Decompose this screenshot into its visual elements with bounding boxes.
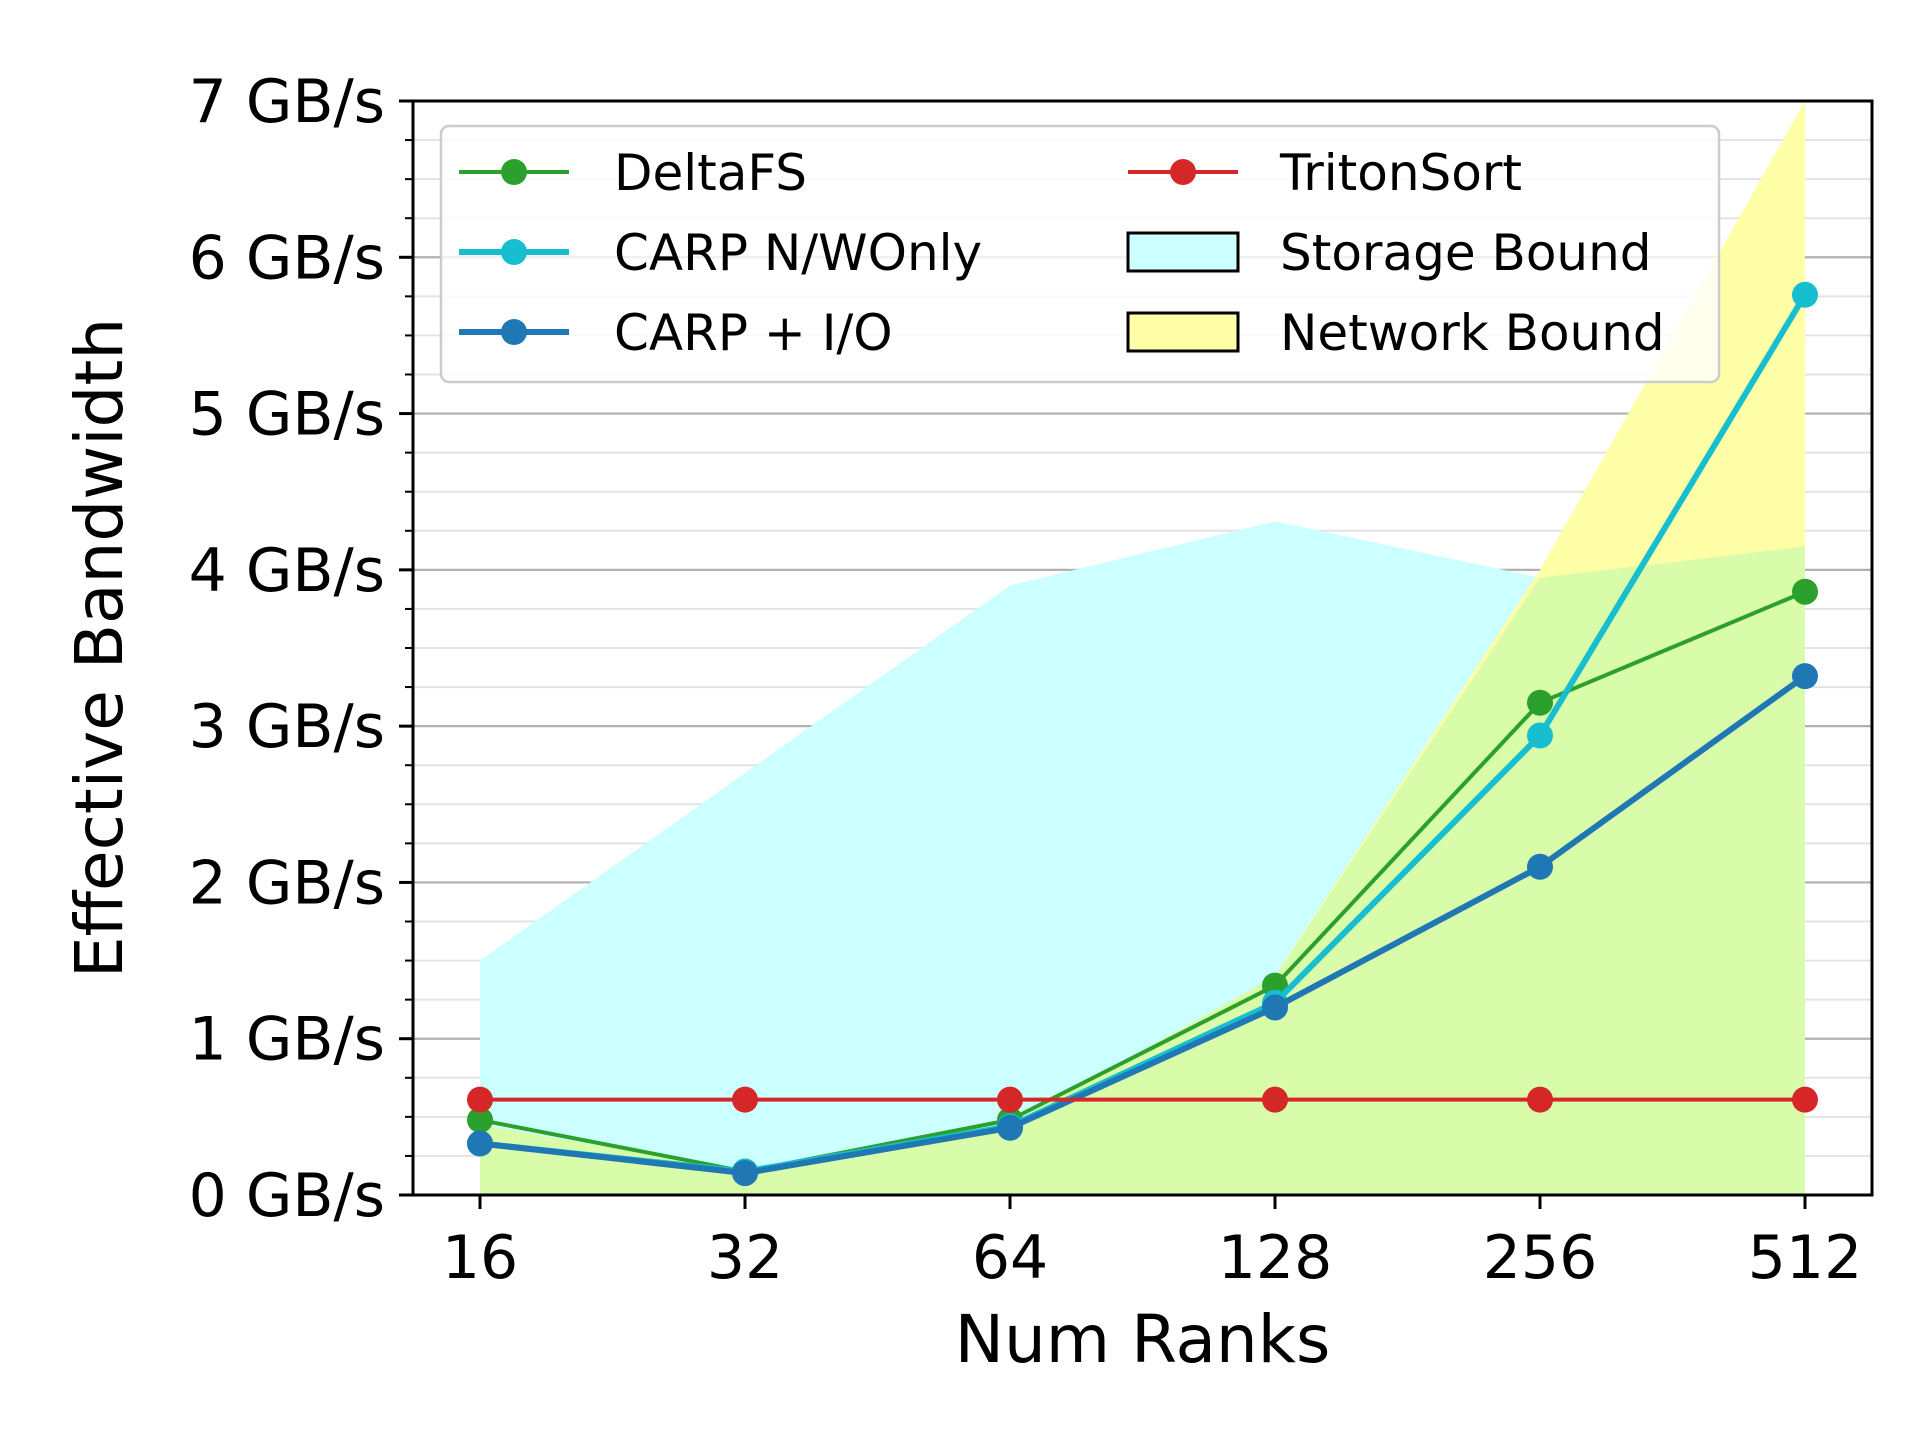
series-lines [467,281,1818,1187]
legend-network-bound-label: Network Bound [1280,304,1665,362]
legend-tritonsort-marker [1170,159,1196,185]
carp-i-o-point [997,1114,1023,1141]
carp-i-o-point [1262,994,1288,1021]
carp-i-o-point [467,1130,493,1157]
y-tick-label: 0 GB/s [189,1161,385,1231]
x-tick-label: 128 [1218,1223,1333,1293]
tritonsort-point [1262,1086,1288,1113]
x-axis-title: Num Ranks [955,1301,1331,1378]
tritonsort-point [997,1086,1023,1113]
deltafs-point [1527,689,1553,716]
y-tick-label: 4 GB/s [189,536,385,606]
carp-i-o-point [1527,853,1553,880]
y-tick-label: 6 GB/s [189,223,385,293]
legend-deltafs-marker [501,159,527,185]
overlap-area [480,546,1805,1195]
y-tick-label: 1 GB/s [189,1005,385,1075]
deltafs-point [1792,578,1818,605]
y-tick-label: 2 GB/s [189,848,385,918]
legend-tritonsort-label: TritonSort [1279,144,1522,202]
tritonsort-point [1527,1086,1553,1113]
x-tick-label: 32 [707,1223,783,1293]
legend-carp-i-o-label: CARP + I/O [614,304,893,362]
legend-box [439,124,1721,384]
y-axis: 0 GB/s 1 GB/s 2 GB/s 3 GB/s 4 GB/s 5 GB/s 6 GB… [189,67,413,1231]
tritonsort-point [1792,1086,1818,1113]
deltafs-point [467,1106,493,1133]
legend-carp-n-wonly-label: CARP N/WOnly [614,224,982,282]
y-tick-label: 7 GB/s [189,67,385,137]
legend-storage-bound-swatch [1126,231,1240,273]
y-tick-label: 3 GB/s [189,692,385,762]
x-tick-label: 16 [442,1223,518,1293]
legend: DeltaFS CARP N/WOnly CARP + I/O TritonSort S… [439,124,1721,384]
x-tick-label: 256 [1483,1223,1598,1293]
deltafs-line [479,589,1806,1174]
x-axis: 16 32 64 128 256 512 [442,1195,1862,1293]
y-tick-label: 5 GB/s [189,380,385,450]
legend-carp-i-o-marker [501,319,527,345]
carp-i-o-point [1792,663,1818,690]
carp-i-o-point [732,1160,758,1187]
carp-n-wonly-point [1527,722,1553,749]
legend-deltafs-label: DeltaFS [614,144,807,202]
legend-storage-bound-label: Storage Bound [1280,224,1652,282]
tritonsort-point [467,1086,493,1113]
y-axis-title: Effective Bandwidth [61,318,138,978]
carp-i-o-line [479,673,1807,1177]
carp-n-wonly-point [1792,281,1818,308]
legend-carp-n-wonly-marker [501,239,527,265]
tritonsort-point [732,1086,758,1113]
legend-network-bound-swatch [1126,311,1240,353]
bound-areas [480,101,1805,1195]
x-tick-label: 512 [1748,1223,1863,1293]
x-tick-label: 64 [972,1223,1048,1293]
